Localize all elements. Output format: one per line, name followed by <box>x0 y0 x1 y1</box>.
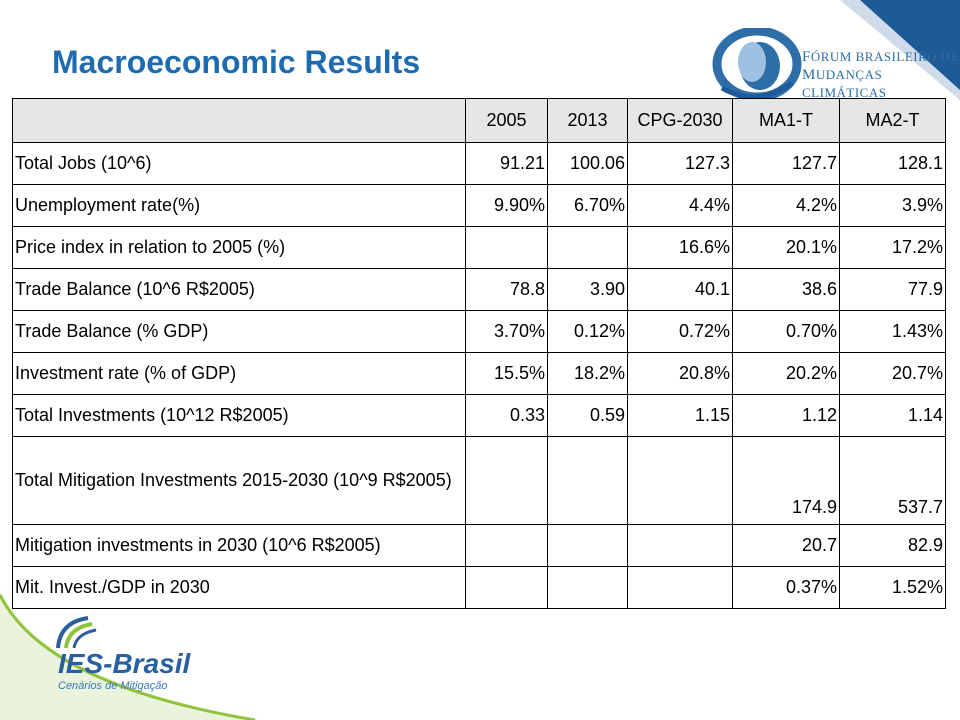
column-header: CPG-2030 <box>627 98 733 143</box>
column-header: MA1-T <box>732 98 840 143</box>
table-row: Investment rate (% of GDP) 15.5% 18.2% 2… <box>12 352 946 395</box>
table-row: Price index in relation to 2005 (%) 16.6… <box>12 226 946 269</box>
row-label: Investment rate (% of GDP) <box>12 352 466 395</box>
table-cell: 20.2% <box>732 352 840 395</box>
table-cell: 38.6 <box>732 268 840 311</box>
table-row: Trade Balance (10^6 R$2005) 78.8 3.90 40… <box>12 268 946 311</box>
ies-logo-icon <box>56 616 97 649</box>
corner-swoosh-decoration <box>0 590 260 720</box>
row-label: Trade Balance (10^6 R$2005) <box>12 268 466 311</box>
row-label: Total Investments (10^12 R$2005) <box>12 394 466 437</box>
corner-decoration <box>840 0 960 100</box>
table-cell: 40.1 <box>627 268 733 311</box>
table-row: Trade Balance (% GDP) 3.70% 0.12% 0.72% … <box>12 310 946 353</box>
column-header <box>12 98 466 143</box>
column-header: MA2-T <box>839 98 946 143</box>
table-cell: 9.90% <box>465 184 548 227</box>
table-cell: 128.1 <box>839 142 946 185</box>
brand-logo-name: IES-Brasil <box>58 648 191 679</box>
table-cell: 91.21 <box>465 142 548 185</box>
table-cell <box>465 524 548 567</box>
table-cell: 78.8 <box>465 268 548 311</box>
table-cell: 15.5% <box>465 352 548 395</box>
table-cell: 20.1% <box>732 226 840 269</box>
table-cell: 0.59 <box>547 394 628 437</box>
table-cell: 0.33 <box>465 394 548 437</box>
column-header: 2005 <box>465 98 548 143</box>
table-cell: 127.3 <box>627 142 733 185</box>
row-label: Unemployment rate(%) <box>12 184 466 227</box>
table-row: Mit. Invest./GDP in 2030 0.37% 1.52% <box>12 566 946 609</box>
table-cell: 174.9 <box>732 436 840 525</box>
brand-logo-subtitle: Cenários de Mitigação <box>58 680 168 692</box>
forum-logo-icon <box>712 28 802 100</box>
table-cell: 16.6% <box>627 226 733 269</box>
row-label: Total Mitigation Investments 2015-2030 (… <box>12 436 466 525</box>
table-cell: 1.14 <box>839 394 946 437</box>
table-cell: 537.7 <box>839 436 946 525</box>
row-label: Mit. Invest./GDP in 2030 <box>12 566 466 609</box>
table-cell: 20.7% <box>839 352 946 395</box>
table-cell: 20.8% <box>627 352 733 395</box>
table-cell <box>547 524 628 567</box>
table-cell: 17.2% <box>839 226 946 269</box>
table-cell <box>465 226 548 269</box>
row-label: Mitigation investments in 2030 (10^6 R$2… <box>12 524 466 567</box>
table-cell <box>547 436 628 525</box>
table-cell: 0.37% <box>732 566 840 609</box>
table-cell <box>627 436 733 525</box>
page-title: Macroeconomic Results <box>52 44 421 80</box>
table-cell: 100.06 <box>547 142 628 185</box>
table-cell: 3.9% <box>839 184 946 227</box>
row-label: Trade Balance (% GDP) <box>12 310 466 353</box>
table-cell <box>547 226 628 269</box>
table-row: Unemployment rate(%) 9.90% 6.70% 4.4% 4.… <box>12 184 946 227</box>
table-cell <box>547 566 628 609</box>
table-cell: 1.43% <box>839 310 946 353</box>
table-cell <box>627 566 733 609</box>
table-cell: 1.52% <box>839 566 946 609</box>
table-row: Total Investments (10^12 R$2005) 0.33 0.… <box>12 394 946 437</box>
table-cell: 1.15 <box>627 394 733 437</box>
table-cell <box>627 524 733 567</box>
forum-name: FÓRUM BRASILEIRO DE MUDANÇAS CLIMÁTICAS <box>802 49 960 100</box>
table-cell <box>465 436 548 525</box>
table-cell: 0.12% <box>547 310 628 353</box>
column-header: 2013 <box>547 98 628 143</box>
row-label: Price index in relation to 2005 (%) <box>12 226 466 269</box>
table-cell: 127.7 <box>732 142 840 185</box>
table-cell: 4.4% <box>627 184 733 227</box>
table-cell: 18.2% <box>547 352 628 395</box>
results-table: 2005 2013 CPG-2030 MA1-T MA2-T Total Job… <box>12 98 946 609</box>
table-cell: 0.70% <box>732 310 840 353</box>
table-cell: 1.12 <box>732 394 840 437</box>
table-row: Mitigation investments in 2030 (10^6 R$2… <box>12 524 946 567</box>
table-cell: 0.72% <box>627 310 733 353</box>
table-cell: 82.9 <box>839 524 946 567</box>
table-row: Total Mitigation Investments 2015-2030 (… <box>12 436 946 525</box>
table-row: Total Jobs (10^6) 91.21 100.06 127.3 127… <box>12 142 946 185</box>
table-cell: 3.70% <box>465 310 548 353</box>
table-cell <box>465 566 548 609</box>
row-label: Total Jobs (10^6) <box>12 142 466 185</box>
table-cell: 20.7 <box>732 524 840 567</box>
table-cell: 6.70% <box>547 184 628 227</box>
header-row: 2005 2013 CPG-2030 MA1-T MA2-T <box>12 98 946 143</box>
table-cell: 3.90 <box>547 268 628 311</box>
table-cell: 77.9 <box>839 268 946 311</box>
table-cell: 4.2% <box>732 184 840 227</box>
